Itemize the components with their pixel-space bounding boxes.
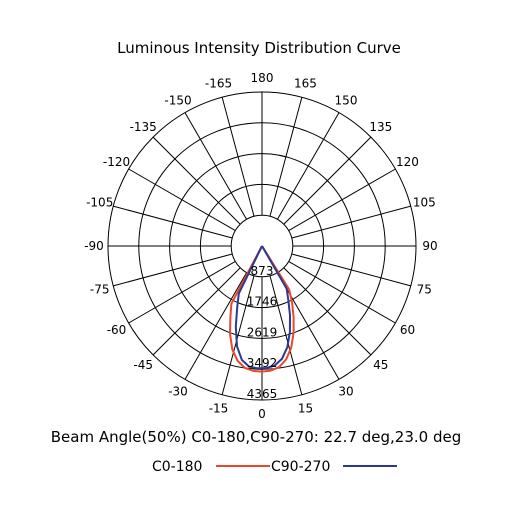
- angle-labels: 180 1651501351201059075604530150-15-30-45…: [84, 71, 437, 421]
- angle-label: -45: [133, 358, 153, 372]
- ring-label: 3492: [247, 356, 278, 370]
- angle-label: -15: [209, 401, 229, 415]
- grid-spoke: [221, 275, 255, 395]
- curve-series: [229, 245, 295, 373]
- angle-label: 120: [396, 155, 419, 169]
- angle-label: -75: [90, 282, 110, 296]
- grid-spoke: [269, 275, 303, 395]
- curve-c90-270: [234, 245, 291, 370]
- polar-grid: [107, 91, 417, 401]
- grid-spoke: [113, 205, 233, 239]
- legend: C0-180 C90-270: [152, 459, 397, 475]
- ring-label: 4365: [247, 387, 278, 401]
- angle-label: 0: [258, 407, 266, 421]
- ring-labels: 873 1746 2619 3492 4365: [247, 264, 278, 401]
- beam-angle-text: Beam Angle(50%) C0-180,C90-270: 22.7 deg…: [51, 428, 462, 446]
- grid-spoke: [283, 267, 372, 356]
- angle-label: 135: [369, 120, 392, 134]
- grid-spoke: [221, 97, 255, 217]
- angle-label: 75: [417, 282, 432, 296]
- grid-spoke: [128, 260, 236, 324]
- angle-label: 150: [335, 94, 358, 108]
- grid-spoke: [184, 272, 248, 380]
- legend-label: C90-270: [271, 459, 330, 475]
- grid-spoke: [113, 253, 233, 287]
- grid-spoke: [128, 168, 236, 232]
- grid-spoke: [152, 267, 241, 356]
- grid-spoke: [276, 112, 340, 220]
- grid-spoke: [291, 253, 411, 287]
- angle-label: 180: [251, 71, 274, 85]
- angle-label: -165: [205, 77, 232, 91]
- ring-label: 873: [251, 264, 274, 278]
- angle-label: -120: [103, 155, 130, 169]
- angle-label: 165: [294, 77, 317, 91]
- angle-label: -135: [130, 120, 157, 134]
- grid-spoke: [269, 97, 303, 217]
- angle-label: 15: [298, 401, 313, 415]
- angle-label: 90: [422, 239, 437, 253]
- angle-label: 60: [400, 323, 415, 337]
- grid-spoke: [291, 205, 411, 239]
- angle-label: -105: [86, 196, 113, 210]
- angle-label: 30: [338, 384, 353, 398]
- grid-spoke: [288, 260, 396, 324]
- ring-label: 2619: [247, 325, 278, 339]
- angle-label: -60: [107, 323, 127, 337]
- chart-title: Luminous Intensity Distribution Curve: [117, 39, 401, 57]
- grid-spoke: [288, 168, 396, 232]
- angle-label: -150: [164, 94, 191, 108]
- angle-label: -90: [84, 239, 104, 253]
- legend-label: C0-180: [152, 459, 202, 475]
- curve-c0-180: [229, 245, 295, 373]
- angle-label: -30: [168, 384, 188, 398]
- ring-label: 1746: [247, 295, 278, 309]
- grid-spoke: [283, 136, 372, 225]
- grid-spoke: [152, 136, 241, 225]
- angle-label: 45: [373, 358, 388, 372]
- grid-spoke: [184, 112, 248, 220]
- angle-label: 105: [413, 196, 436, 210]
